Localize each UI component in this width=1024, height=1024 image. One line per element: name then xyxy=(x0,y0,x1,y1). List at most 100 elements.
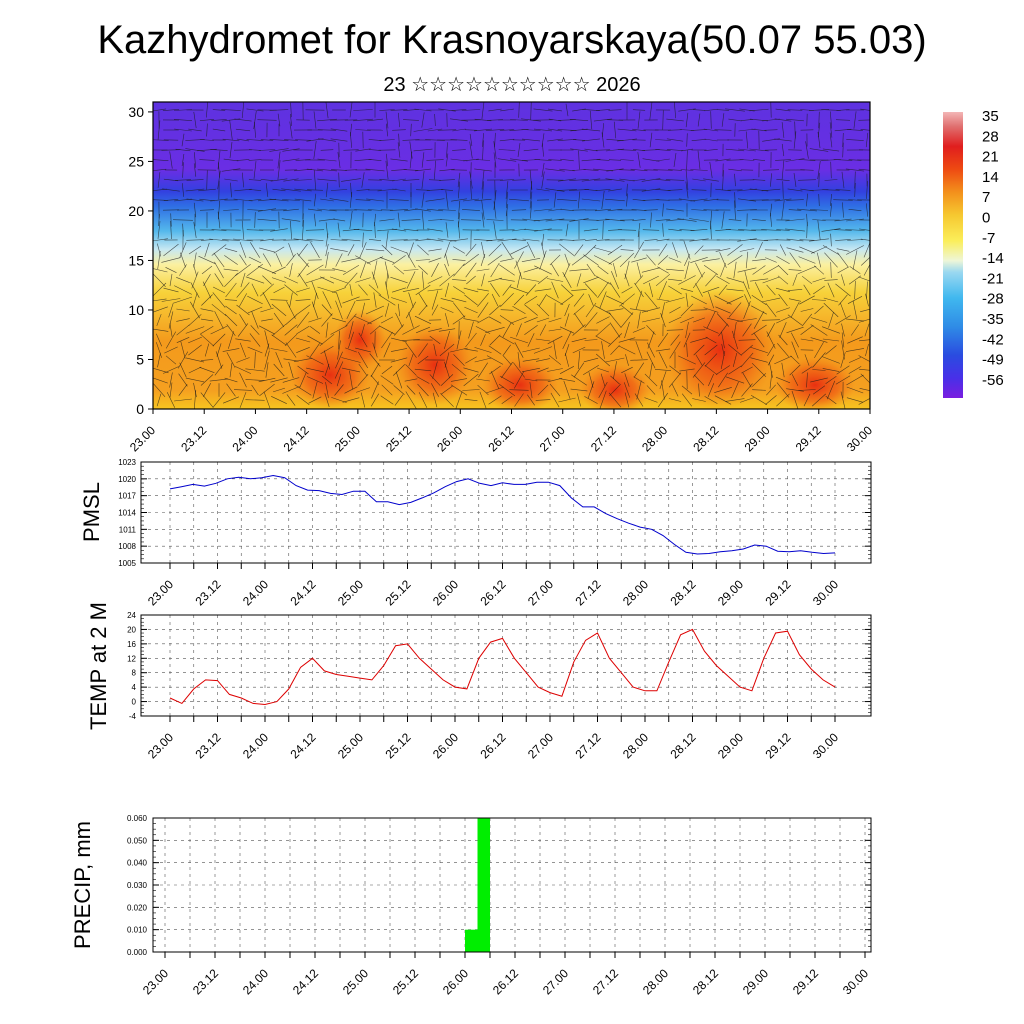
wind-barb xyxy=(690,229,708,231)
wind-barb xyxy=(228,331,234,349)
wind-barb xyxy=(798,159,816,161)
wind-barb xyxy=(445,190,449,210)
wind-barb xyxy=(418,392,428,408)
wind-barb xyxy=(750,346,768,354)
wind-barb xyxy=(282,148,300,152)
wind-barb xyxy=(626,183,628,197)
wind-barb xyxy=(613,121,617,139)
wind-barb xyxy=(814,305,824,315)
wind-barb xyxy=(641,267,661,273)
wind-barb xyxy=(498,383,516,397)
wind-barb xyxy=(335,253,343,267)
wind-barb xyxy=(842,132,844,148)
x-tick-label: 25.00 xyxy=(335,577,366,608)
wind-barb xyxy=(830,233,832,247)
wind-barb xyxy=(805,141,809,159)
wind-barb xyxy=(703,128,719,132)
wind-barb xyxy=(439,273,455,287)
wind-barb xyxy=(695,283,703,297)
wind-barb xyxy=(444,313,450,327)
wind-barb xyxy=(695,354,703,366)
wind-barb xyxy=(165,267,177,273)
wind-barb xyxy=(787,289,803,291)
wind-barb xyxy=(715,158,731,162)
y-tick-label: 16 xyxy=(127,640,136,649)
wind-barb xyxy=(311,301,319,319)
colorbar-label: -49 xyxy=(982,352,1004,369)
wind-barb xyxy=(798,179,816,181)
wind-barb xyxy=(605,148,625,152)
wind-barb xyxy=(538,276,548,284)
wind-barb xyxy=(842,202,844,218)
wind-barb xyxy=(786,199,804,201)
wind-barb xyxy=(677,218,697,222)
wind-barb xyxy=(248,189,262,191)
wind-barb xyxy=(402,288,420,292)
wind-barb xyxy=(418,293,428,307)
wind-barb xyxy=(295,299,311,301)
wind-barb xyxy=(295,139,311,141)
wind-barb xyxy=(809,209,829,211)
wind-barb xyxy=(216,343,222,357)
wind-barb xyxy=(812,352,826,368)
wind-barb xyxy=(212,128,226,132)
wind-barb xyxy=(355,129,371,131)
wind-barb xyxy=(380,395,394,405)
wind-barb xyxy=(510,158,528,162)
wind-barb xyxy=(526,241,536,259)
wind-barb xyxy=(477,316,489,324)
wind-barb xyxy=(475,326,491,334)
wind-barb xyxy=(689,238,709,242)
wind-barb xyxy=(493,221,497,239)
wind-barb xyxy=(545,168,565,172)
wind-barb xyxy=(569,179,589,181)
wind-barb xyxy=(353,109,373,111)
wind-barb xyxy=(632,219,646,221)
wind-barb xyxy=(153,298,167,302)
wind-barb xyxy=(239,242,247,258)
wind-barb xyxy=(498,149,516,151)
wind-barb xyxy=(662,203,664,217)
wind-barb xyxy=(571,337,587,343)
wind-barb xyxy=(463,318,479,322)
wind-barb xyxy=(833,199,853,201)
wind-barb xyxy=(535,338,551,342)
wind-barb xyxy=(384,261,390,279)
wind-barb xyxy=(617,149,637,151)
wind-barb xyxy=(233,389,253,391)
heatmap-y-tick-label: 20 xyxy=(128,203,144,219)
wind-barb xyxy=(812,219,826,221)
wind-barb xyxy=(668,398,682,402)
wind-barb xyxy=(450,139,468,141)
wind-barb xyxy=(418,265,428,275)
wind-barb xyxy=(739,248,755,252)
wind-barb xyxy=(847,296,863,304)
wind-barb xyxy=(637,111,641,129)
wind-barb xyxy=(649,132,653,148)
wind-barb xyxy=(245,276,265,284)
wind-barb xyxy=(262,275,272,285)
wind-barb xyxy=(385,111,389,129)
wind-barb xyxy=(234,366,252,374)
wind-barb xyxy=(752,258,766,262)
wind-barb xyxy=(841,323,845,337)
wind-barb xyxy=(655,219,671,221)
wind-barb xyxy=(691,139,707,141)
colorbar-label: -42 xyxy=(982,331,1004,348)
x-tick-label: 27.00 xyxy=(525,577,556,608)
wind-barb xyxy=(390,348,408,352)
wind-barb xyxy=(432,392,438,408)
wind-barb xyxy=(775,159,791,161)
wind-barb xyxy=(258,149,276,151)
wind-barb xyxy=(336,373,342,387)
wind-barb xyxy=(438,328,456,332)
wind-barb xyxy=(247,209,263,211)
wind-barb xyxy=(619,293,635,307)
y-tick-label: 0.030 xyxy=(127,881,148,890)
wind-barb xyxy=(685,170,689,190)
wind-barb xyxy=(846,218,864,222)
wind-barb xyxy=(716,109,730,111)
wind-barb xyxy=(428,328,442,332)
heatmap-y-tick-label: 15 xyxy=(128,252,144,268)
wind-barb xyxy=(846,397,864,403)
